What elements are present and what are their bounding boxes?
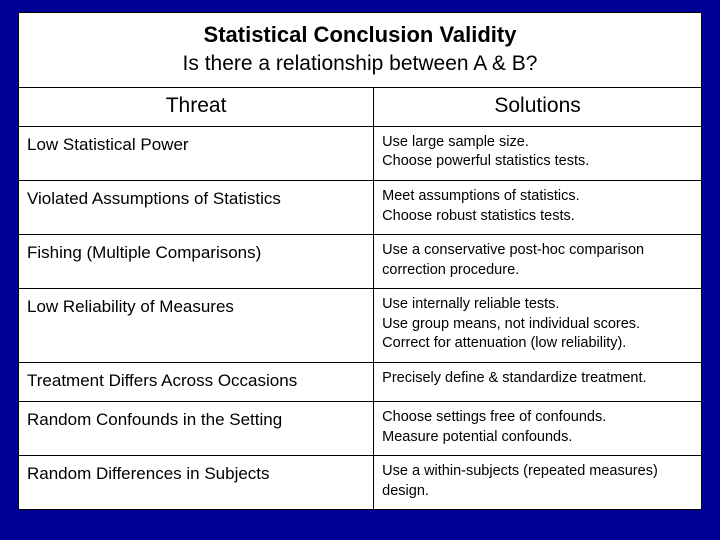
title-sub: Is there a relationship between A & B? [23,50,697,77]
slide-container: Statistical Conclusion Validity Is there… [18,12,702,528]
threat-cell: Treatment Differs Across Occasions [19,362,374,401]
header-solutions: Solutions [374,87,702,126]
table-row: Low Statistical PowerUse large sample si… [19,126,702,180]
solution-line: Use a within-subjects (repeated measures… [382,462,693,501]
solution-line: Choose robust statistics tests. [382,207,693,227]
solution-line: Use internally reliable tests. [382,295,693,315]
table-row: Fishing (Multiple Comparisons)Use a cons… [19,235,702,289]
solution-cell: Meet assumptions of statistics.Choose ro… [374,181,702,235]
table-row: Low Reliability of MeasuresUse internall… [19,289,702,363]
solution-cell: Use internally reliable tests.Use group … [374,289,702,363]
header-threat: Threat [19,87,374,126]
validity-table: Statistical Conclusion Validity Is there… [18,12,702,510]
solution-cell: Choose settings free of confounds.Measur… [374,401,702,455]
threat-cell: Random Differences in Subjects [19,456,374,510]
threat-cell: Low Statistical Power [19,126,374,180]
table-row: Random Differences in SubjectsUse a with… [19,456,702,510]
threat-cell: Fishing (Multiple Comparisons) [19,235,374,289]
solution-line: Choose powerful statistics tests. [382,152,693,172]
table-row: Violated Assumptions of StatisticsMeet a… [19,181,702,235]
threat-cell: Low Reliability of Measures [19,289,374,363]
solution-line: Choose settings free of confounds. [382,408,693,428]
table-row: Random Confounds in the SettingChoose se… [19,401,702,455]
solution-line: Use large sample size. [382,133,693,153]
table-row: Treatment Differs Across Occasions Precis… [19,362,702,401]
solution-cell: Use a conservative post-hoc comparison c… [374,235,702,289]
solution-cell: Use large sample size.Choose powerful st… [374,126,702,180]
solution-line: Measure potential confounds. [382,428,693,448]
solution-cell: Use a within-subjects (repeated measures… [374,456,702,510]
threat-cell: Random Confounds in the Setting [19,401,374,455]
threat-cell: Violated Assumptions of Statistics [19,181,374,235]
solution-line: Use group means, not individual scores. [382,315,693,335]
solution-line: Use a conservative post-hoc comparison c… [382,241,693,280]
title-main: Statistical Conclusion Validity [23,21,697,50]
solution-line: Precisely define & standardize treatment… [382,369,693,389]
solution-line: Meet assumptions of statistics. [382,187,693,207]
title-cell: Statistical Conclusion Validity Is there… [19,13,702,88]
solution-line: Correct for attenuation (low reliability… [382,334,693,354]
solution-cell: Precisely define & standardize treatment… [374,362,702,401]
